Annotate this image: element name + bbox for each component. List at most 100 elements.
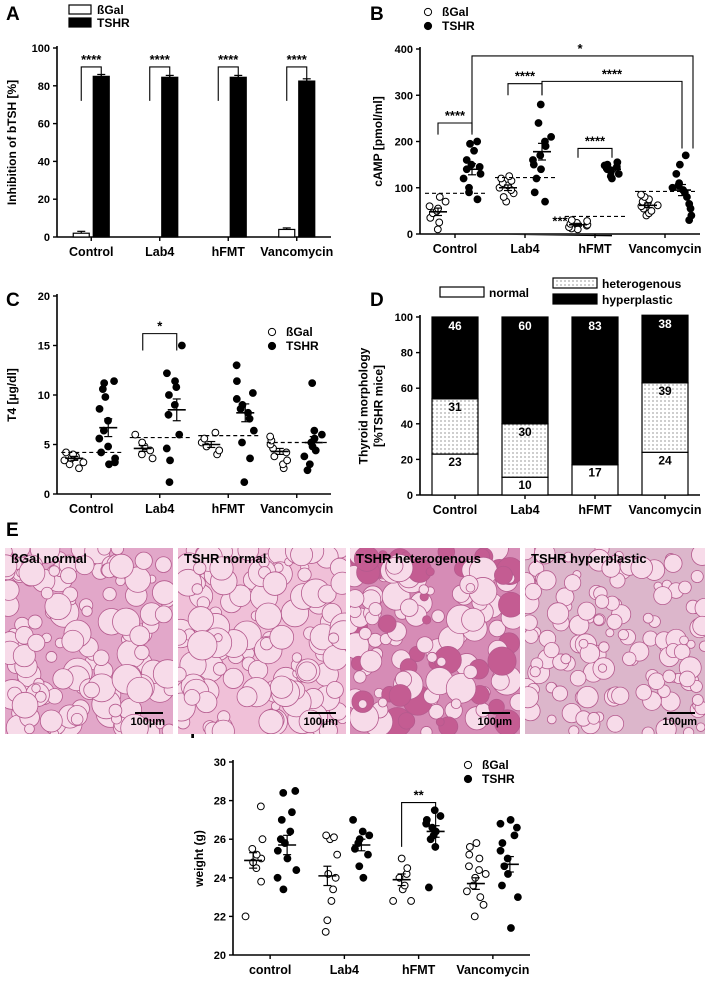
y-tick-label: 20 xyxy=(214,950,226,962)
tshr-point xyxy=(273,873,282,882)
follicle xyxy=(641,726,655,734)
follicle xyxy=(431,609,445,623)
bgal-point xyxy=(75,464,83,473)
follicle xyxy=(450,698,462,710)
segment-label: 83 xyxy=(588,319,602,333)
tshr-point xyxy=(101,393,110,401)
follicle xyxy=(155,720,165,730)
follicle xyxy=(350,589,365,608)
follicle xyxy=(330,571,346,595)
tshr-point xyxy=(317,430,326,439)
tshr-point xyxy=(292,866,301,874)
follicle xyxy=(568,725,580,734)
follicle xyxy=(5,554,18,578)
tshr-point xyxy=(422,816,431,824)
stack-segment-normal xyxy=(641,451,689,496)
sig-bracket-low xyxy=(508,234,612,237)
tshr-point xyxy=(305,460,314,469)
bgal-point xyxy=(433,225,442,234)
tshr-point xyxy=(476,169,485,178)
micrograph-2: TSHR normal 100µm xyxy=(178,548,346,734)
legend-tshr-swatch xyxy=(68,17,92,28)
sig-bracket-low-label: *** xyxy=(552,214,568,229)
follicle xyxy=(601,558,621,578)
tshr-point xyxy=(534,119,543,127)
follicle xyxy=(183,689,201,706)
tshr-point xyxy=(232,361,241,370)
legend-bgal-marker xyxy=(423,7,433,17)
sig-bracket-label: ** xyxy=(414,788,425,803)
bgal-bar xyxy=(278,228,296,238)
follicle xyxy=(5,579,20,601)
follicle xyxy=(494,565,513,585)
follicle xyxy=(290,548,314,567)
follicle xyxy=(318,721,338,734)
follicle xyxy=(178,666,187,682)
follicle xyxy=(435,717,445,727)
follicle xyxy=(552,685,568,702)
follicle xyxy=(155,556,172,573)
follicle xyxy=(74,555,95,576)
sig-bracket xyxy=(507,83,543,96)
follicle xyxy=(317,584,337,604)
tshr-point xyxy=(507,924,515,932)
y-axis-title: Inhibition of bTSH [%] xyxy=(5,80,19,205)
tshr-point xyxy=(498,839,507,847)
tshr-point xyxy=(111,454,120,463)
bgal-point xyxy=(425,202,434,211)
legend-tshr-label: TSHR xyxy=(97,16,130,30)
bgal-point xyxy=(282,448,291,457)
segment-label: 46 xyxy=(448,319,462,333)
tshr-point xyxy=(249,426,258,435)
micrograph-label: TSHR heterogenous xyxy=(356,551,481,566)
tshr-point xyxy=(496,846,505,855)
follicle xyxy=(152,659,173,689)
tshr-point xyxy=(248,389,257,397)
follicle xyxy=(696,722,705,732)
tshr-point xyxy=(349,816,357,824)
tshr-point xyxy=(165,391,173,399)
follicle xyxy=(108,553,134,579)
sig-bracket-label: **** xyxy=(287,52,308,67)
follicle xyxy=(61,629,85,653)
follicle xyxy=(60,567,77,585)
follicle xyxy=(498,591,520,618)
follicle xyxy=(45,651,58,663)
sig-bracket-label: **** xyxy=(515,69,536,84)
bgal-point xyxy=(330,833,338,842)
sig-bracket xyxy=(142,333,178,351)
follicle xyxy=(663,553,683,573)
follicle xyxy=(597,663,608,673)
follicle xyxy=(578,638,589,649)
tshr-point xyxy=(232,395,241,403)
bgal-point xyxy=(465,862,473,871)
bgal-point xyxy=(475,866,483,874)
tshr-bar xyxy=(298,80,316,238)
legend-tshr-label: TSHR xyxy=(482,772,515,786)
tshr-point xyxy=(162,444,171,453)
tshr-point xyxy=(496,819,505,828)
follicle xyxy=(653,586,673,606)
follicle xyxy=(191,583,204,595)
x-category-label: Lab4 xyxy=(145,245,174,259)
bgal-point xyxy=(256,802,265,811)
y-axis-title: [%TSHR mice] xyxy=(372,365,386,447)
follicle xyxy=(525,582,542,601)
sig-bracket-label: **** xyxy=(150,52,171,67)
follicle xyxy=(488,698,505,716)
stack-segment-hyperplastic xyxy=(501,316,549,425)
follicle xyxy=(569,669,587,687)
y-tick-label: 200 xyxy=(395,137,413,149)
panel-label-c: C xyxy=(6,290,20,311)
follicle xyxy=(690,570,704,584)
bgal-point xyxy=(397,854,406,863)
scale-bar xyxy=(135,712,163,714)
y-tick-label: 24 xyxy=(214,873,227,885)
y-axis-title-group: weight (g) xyxy=(192,830,206,888)
tshr-point xyxy=(233,377,241,386)
follicle xyxy=(353,548,380,572)
tshr-point xyxy=(300,452,309,461)
follicle xyxy=(662,669,676,684)
y-tick-label: 40 xyxy=(401,419,413,431)
legend-bgal-label: ßGal xyxy=(482,758,509,772)
